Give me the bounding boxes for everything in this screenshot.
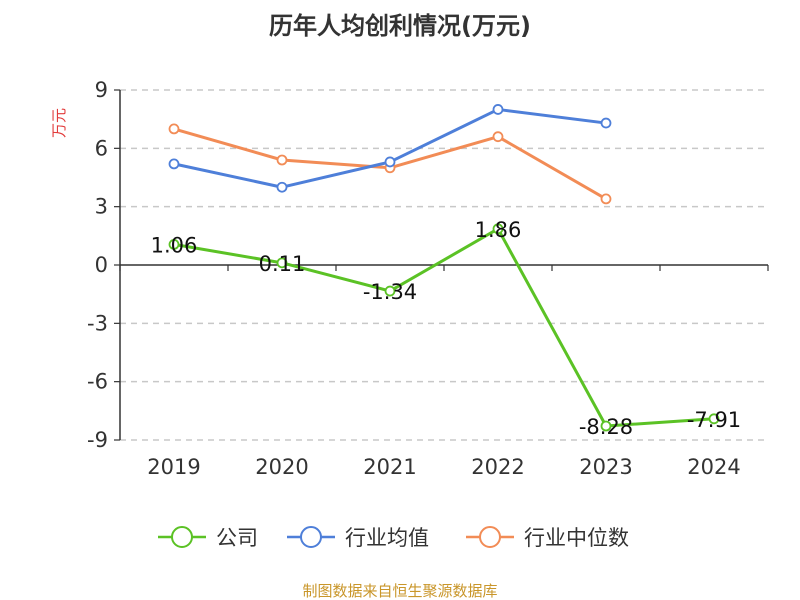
data-point[interactable]: [384, 285, 396, 297]
x-tick-label: 2022: [471, 455, 524, 479]
legend-item-1[interactable]: 行业均值: [287, 526, 429, 550]
y-tick-label: 6: [95, 136, 108, 160]
legend-label: 行业中位数: [524, 526, 629, 550]
axes: [114, 89, 769, 441]
y-tick-labels: 9 6 3 0 -3 -6 -9: [87, 78, 108, 452]
gridlines: [120, 89, 768, 441]
data-labels: 1.06 0.11 -1.34 1.86 -8.28 -7.91: [151, 218, 742, 439]
y-tick-label: -3: [87, 311, 108, 335]
data-point[interactable]: [168, 123, 180, 135]
legend-item-2[interactable]: 行业中位数: [466, 526, 629, 550]
data-point[interactable]: [168, 238, 180, 250]
x-tick-label: 2020: [255, 455, 308, 479]
data-point[interactable]: [708, 413, 720, 425]
legend-marker: [171, 526, 193, 548]
data-label: -1.34: [363, 280, 417, 304]
data-point[interactable]: [492, 223, 504, 235]
x-tick-label: 2019: [147, 455, 200, 479]
data-point[interactable]: [384, 156, 396, 168]
data-point[interactable]: [600, 193, 612, 205]
data-label: 1.06: [151, 233, 198, 257]
y-tick-label: 0: [95, 253, 108, 277]
data-point[interactable]: [276, 181, 288, 193]
data-label: -8.28: [579, 415, 633, 439]
data-label: 1.86: [475, 218, 522, 242]
legend-label: 行业均值: [345, 526, 429, 550]
data-point[interactable]: [276, 154, 288, 166]
legend-marker: [300, 526, 322, 548]
data-point[interactable]: [600, 117, 612, 129]
data-point[interactable]: [276, 257, 288, 269]
y-tick-label: 9: [95, 78, 108, 102]
y-tick-label: -6: [87, 370, 108, 394]
data-point[interactable]: [168, 158, 180, 170]
data-label: -7.91: [687, 408, 741, 432]
y-tick-label: 3: [95, 195, 108, 219]
data-point[interactable]: [492, 131, 504, 143]
legend-label: 公司: [216, 526, 258, 550]
y-axis-unit: 万元: [50, 108, 68, 138]
series-points: [168, 104, 720, 432]
x-tick-label: 2024: [687, 455, 740, 479]
data-point[interactable]: [492, 104, 504, 115]
series-line-0: [173, 227, 715, 428]
legend[interactable]: 公司 行业均值 行业中位数: [158, 526, 629, 550]
legend-item-0[interactable]: 公司: [158, 526, 258, 550]
source-note: 制图数据来自恒生聚源数据库: [302, 582, 497, 600]
x-tick-label: 2021: [363, 455, 416, 479]
y-tick-label: -9: [87, 428, 108, 452]
chart-title: 历年人均创利情况(万元): [269, 12, 531, 40]
x-tick-label: 2023: [579, 455, 632, 479]
data-point[interactable]: [600, 420, 612, 432]
legend-marker: [479, 526, 501, 548]
x-tick-labels: 2019 2020 2021 2022 2023 2024: [147, 455, 740, 479]
data-label: 0.11: [259, 252, 306, 276]
